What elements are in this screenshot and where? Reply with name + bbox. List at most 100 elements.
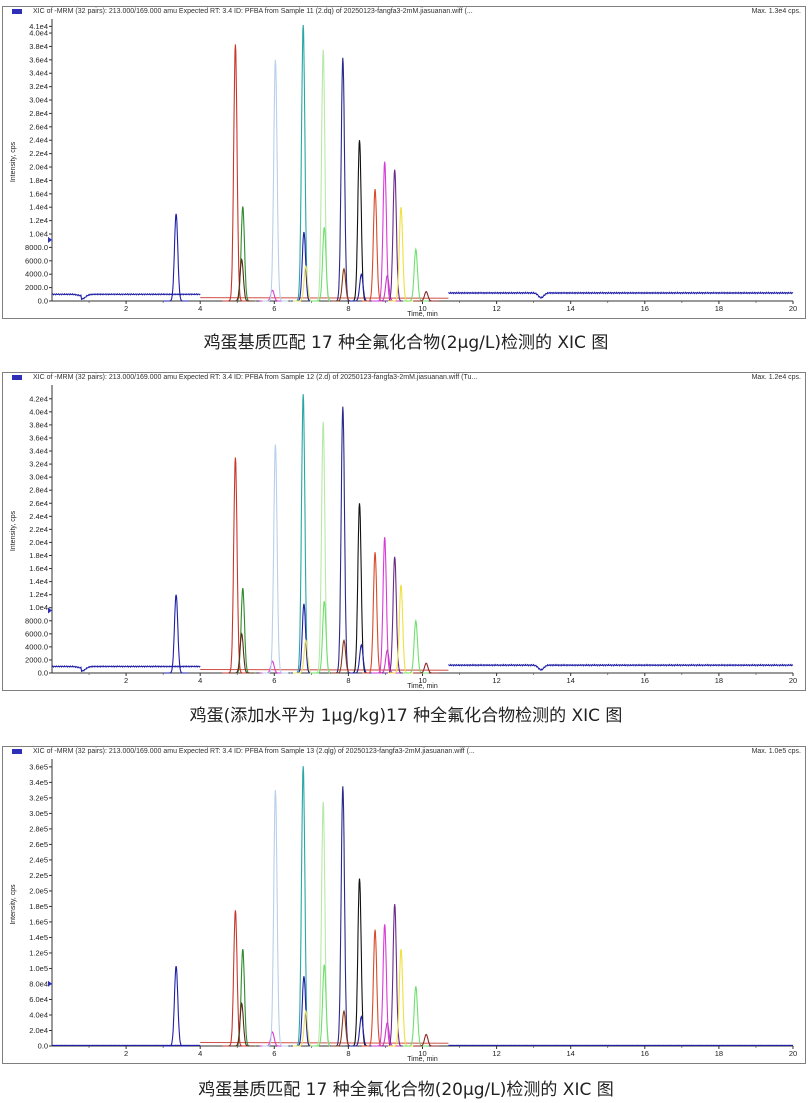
y-tick-label: 2.0e4 bbox=[29, 538, 48, 547]
peak-trace bbox=[262, 790, 289, 1047]
y-tick-label: 3.2e4 bbox=[29, 82, 48, 91]
y-tick-label: 6000.0 bbox=[25, 256, 48, 265]
x-tick-label: 2 bbox=[124, 1049, 128, 1058]
xic-plot[interactable]: 0.0 2000.0 4000.0 6000.0 8000.0 1.0e4 1.2e4 1.4… bbox=[3, 7, 805, 318]
xic-panel-3: XIC of -MRM (32 pairs): 213.000/169.000 … bbox=[0, 742, 812, 1103]
y-tick-label: 4000.0 bbox=[25, 642, 48, 651]
x-tick-label: 12 bbox=[492, 676, 500, 685]
xic-plot[interactable]: 0.0 2.0e4 4.0e4 6.0e4 8.0e4 1.0e5 1.2e5 1.4e5 1.… bbox=[3, 747, 805, 1063]
x-axis-title: Time, min bbox=[407, 1056, 438, 1063]
peak-trace bbox=[163, 213, 190, 302]
y-tick-label: 1.8e5 bbox=[29, 902, 48, 911]
y-tick-label: 3.0e5 bbox=[29, 809, 48, 818]
x-tick-label: 6 bbox=[272, 304, 276, 313]
y-tick-label: 2.2e5 bbox=[29, 871, 48, 880]
y-tick-label: 6.0e4 bbox=[29, 995, 48, 1004]
y-tick-label: 1.2e4 bbox=[29, 216, 48, 225]
x-tick-label: 2 bbox=[124, 676, 128, 685]
y-tick-label: 1.6e5 bbox=[29, 917, 48, 926]
y-tick-label: 3.0e4 bbox=[29, 473, 48, 482]
x-tick-label: 8 bbox=[346, 1049, 350, 1058]
y-axis-title: Intensity, cps bbox=[10, 884, 17, 925]
x-tick-label: 8 bbox=[346, 304, 350, 313]
legend-swatch-icon[interactable] bbox=[12, 375, 22, 380]
x-tick-label: 8 bbox=[346, 676, 350, 685]
y-tick-label: 3.6e5 bbox=[29, 762, 48, 771]
baseline-trace bbox=[51, 292, 201, 301]
peak-trace bbox=[346, 140, 373, 302]
y-tick-label: 4.0e4 bbox=[29, 29, 48, 38]
y-tick-label: 0.0 bbox=[38, 669, 48, 678]
peak-trace bbox=[291, 976, 317, 1047]
x-tick-label: 10 bbox=[418, 304, 426, 313]
y-tick-label: 1.6e4 bbox=[29, 189, 48, 198]
baseline-trace bbox=[200, 297, 449, 299]
peak-trace bbox=[222, 457, 249, 674]
baseline-trace bbox=[448, 663, 794, 671]
peak-trace bbox=[331, 267, 357, 302]
x-axis-title: Time, min bbox=[407, 683, 438, 690]
y-tick-label: 3.2e5 bbox=[29, 793, 48, 802]
y-tick-label: 3.4e5 bbox=[29, 778, 48, 787]
legend-swatch-icon[interactable] bbox=[12, 9, 22, 14]
peak-trace bbox=[402, 618, 429, 674]
y-tick-label: 3.6e4 bbox=[29, 433, 48, 442]
x-tick-label: 4 bbox=[198, 1049, 202, 1058]
y-tick-label: 1.4e4 bbox=[29, 203, 48, 212]
legend-swatch-icon[interactable] bbox=[12, 749, 22, 754]
baseline-trace bbox=[200, 669, 449, 671]
y-tick-label: 3.8e4 bbox=[29, 42, 48, 51]
x-tick-label: 20 bbox=[789, 1049, 797, 1058]
figure-caption: 鸡蛋基质匹配 17 种全氟化合物(20μg/L)检测的 XIC 图 bbox=[198, 1080, 614, 1100]
y-tick-label: 3.6e4 bbox=[29, 55, 48, 64]
x-tick-label: 2 bbox=[124, 304, 128, 313]
y-tick-label: 8.0e4 bbox=[29, 979, 48, 988]
y-tick-label: 2.4e5 bbox=[29, 855, 48, 864]
peak-trace bbox=[290, 394, 317, 674]
peak-trace bbox=[229, 587, 256, 674]
xic-header-text: XIC of -MRM (32 pairs): 213.000/169.000 … bbox=[33, 374, 478, 381]
y-tick-label: 3.8e4 bbox=[29, 420, 48, 429]
peak-trace bbox=[163, 965, 190, 1047]
peak-trace bbox=[262, 444, 289, 674]
xic-header-text: XIC of -MRM (32 pairs): 213.000/169.000 … bbox=[33, 8, 473, 15]
x-tick-label: 10 bbox=[418, 676, 426, 685]
peak-trace bbox=[163, 594, 190, 674]
xic-plot[interactable]: 0.0 2000.0 4000.0 6000.0 8000.0 1.0e4 1.2e4 1.4… bbox=[3, 373, 805, 690]
y-tick-label: 2.4e4 bbox=[29, 136, 48, 145]
peak-trace bbox=[329, 406, 356, 674]
y-tick-label: 1.2e4 bbox=[29, 590, 48, 599]
peak-trace bbox=[329, 786, 356, 1047]
y-tick-label: 2.0e4 bbox=[29, 1026, 48, 1035]
figure-caption: 鸡蛋基质匹配 17 种全氟化合物(2μg/L)检测的 XIC 图 bbox=[203, 333, 609, 353]
y-tick-label: 4.0e4 bbox=[29, 407, 48, 416]
x-tick-label: 4 bbox=[198, 676, 202, 685]
y-tick-label: 1.8e4 bbox=[29, 551, 48, 560]
x-tick-label: 4 bbox=[198, 304, 202, 313]
chart-frame: XIC of -MRM (32 pairs): 213.000/169.000 … bbox=[2, 6, 806, 319]
y-tick-label: 2.8e4 bbox=[29, 486, 48, 495]
peak-trace bbox=[222, 44, 249, 302]
peak-trace bbox=[402, 247, 429, 302]
y-tick-label: 8000.0 bbox=[25, 243, 48, 252]
peak-trace bbox=[259, 289, 286, 302]
x-tick-label: 16 bbox=[641, 676, 649, 685]
y-tick-label: 4.2e4 bbox=[29, 394, 48, 403]
y-tick-label: 1.4e5 bbox=[29, 933, 48, 942]
y-tick-label: 1.0e4 bbox=[29, 603, 48, 612]
y-tick-label: 1.4e4 bbox=[29, 577, 48, 586]
y-tick-label: 3.4e4 bbox=[29, 447, 48, 456]
x-axis-title: Time, min bbox=[407, 311, 438, 318]
peak-trace bbox=[413, 662, 440, 674]
y-tick-label: 4000.0 bbox=[25, 270, 48, 279]
y-tick-label: 1.6e4 bbox=[29, 564, 48, 573]
peak-trace bbox=[291, 231, 317, 302]
x-tick-label: 14 bbox=[567, 676, 575, 685]
peak-trace bbox=[402, 986, 429, 1047]
peak-trace bbox=[222, 910, 249, 1047]
peak-trace bbox=[348, 272, 375, 302]
x-tick-label: 12 bbox=[492, 1049, 500, 1058]
peak-trace bbox=[346, 503, 373, 674]
y-tick-label: 1.2e5 bbox=[29, 948, 48, 957]
max-intensity-label: Max. 1.0e5 cps. bbox=[751, 748, 801, 755]
